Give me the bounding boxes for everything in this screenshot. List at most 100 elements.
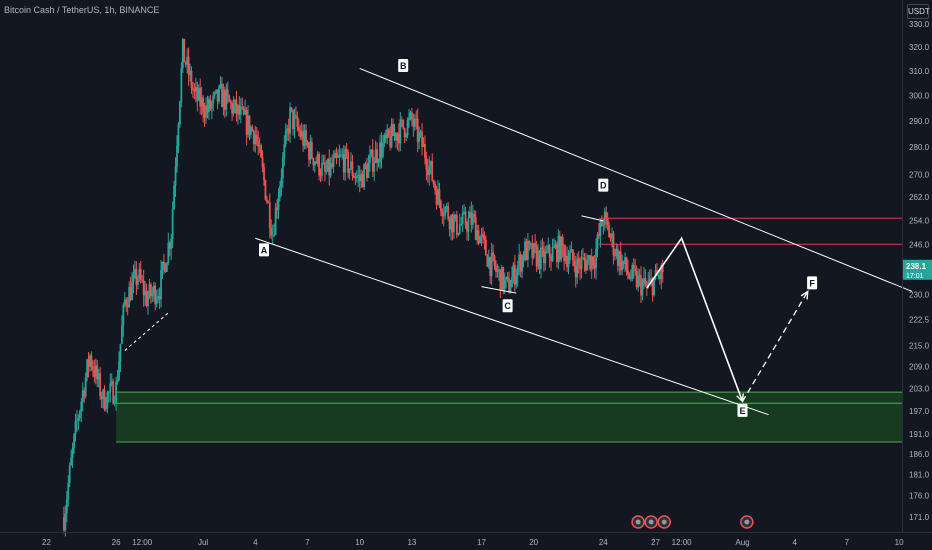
time-tick-label: 26 bbox=[112, 538, 121, 547]
candle-body bbox=[535, 246, 538, 267]
candle-body bbox=[160, 270, 162, 300]
candle-body bbox=[93, 369, 96, 378]
candle-body bbox=[73, 434, 75, 448]
candle-body bbox=[615, 248, 618, 256]
candle-body bbox=[245, 110, 248, 135]
candle-body bbox=[515, 275, 518, 285]
candle-body bbox=[373, 162, 376, 172]
candle-body bbox=[128, 286, 131, 308]
time-axis[interactable]: 22 26 12:00 Jul 4 7 10 13 17 20 24 27 12:00 Aug 4 7 10 bbox=[42, 538, 904, 547]
candle-body bbox=[638, 275, 641, 277]
candle-body bbox=[451, 214, 454, 233]
candle-body bbox=[279, 186, 281, 198]
candle-body bbox=[99, 373, 102, 397]
candle-body bbox=[194, 87, 197, 92]
candle-body bbox=[392, 124, 394, 137]
candle-body bbox=[542, 248, 545, 264]
candle-body bbox=[242, 107, 245, 115]
candle-body bbox=[455, 214, 458, 235]
candle-body bbox=[393, 132, 396, 137]
lower-channel-line bbox=[255, 237, 769, 416]
candle-body bbox=[364, 164, 367, 167]
price-tick-label: 262.0 bbox=[909, 193, 930, 202]
candle-body bbox=[277, 197, 280, 210]
candle-body bbox=[318, 154, 320, 176]
candle-body bbox=[208, 99, 210, 113]
candle-body bbox=[374, 149, 377, 163]
candle-body bbox=[335, 153, 338, 158]
candle-body bbox=[464, 211, 467, 226]
candle-body bbox=[440, 200, 442, 212]
candle-body bbox=[255, 134, 258, 142]
candle-body bbox=[635, 270, 638, 288]
candle-body bbox=[493, 255, 496, 266]
point-labels-layer: A B C D E F bbox=[259, 59, 818, 417]
candle-body bbox=[454, 214, 457, 219]
candle-body bbox=[650, 278, 653, 280]
candle-body bbox=[477, 230, 480, 244]
candle-body bbox=[338, 155, 341, 158]
candle-body bbox=[296, 116, 299, 128]
projection-dashed-arrowhead bbox=[800, 290, 809, 300]
point-label-a: A bbox=[261, 245, 268, 255]
candle-body bbox=[273, 234, 276, 236]
point-label-d: D bbox=[600, 181, 607, 191]
candle-body bbox=[142, 280, 145, 296]
candle-body bbox=[529, 243, 532, 245]
time-tick-label: 13 bbox=[407, 538, 416, 547]
candle-body bbox=[241, 107, 244, 109]
candle-body bbox=[163, 261, 165, 265]
candle-body bbox=[342, 154, 345, 173]
price-axis[interactable]: 330.0 320.0 310.0 300.0 290.0 280.0 270.0 262.0… bbox=[909, 20, 930, 522]
candle-body bbox=[632, 264, 635, 269]
candle-body bbox=[321, 163, 323, 176]
candle-body bbox=[89, 355, 91, 368]
candle-body bbox=[118, 361, 120, 381]
candle-body bbox=[80, 401, 83, 412]
candle-body bbox=[354, 177, 357, 179]
candle-body bbox=[368, 155, 371, 163]
demand-zone-layer bbox=[116, 391, 903, 443]
candle-body bbox=[302, 131, 305, 146]
time-tick-label: 4 bbox=[253, 538, 258, 547]
candle-body bbox=[337, 157, 339, 159]
candle-body bbox=[64, 513, 67, 531]
candle-body bbox=[293, 115, 296, 129]
price-tick-label: 320.0 bbox=[909, 43, 930, 52]
candle-body bbox=[289, 107, 291, 134]
time-tick-label: 10 bbox=[895, 538, 904, 547]
candle-body bbox=[554, 244, 557, 247]
candle-body bbox=[190, 70, 193, 89]
candle-body bbox=[147, 296, 149, 306]
candle-body bbox=[637, 275, 639, 288]
candle-body bbox=[580, 258, 583, 270]
candle-body bbox=[284, 130, 287, 145]
candle-body bbox=[487, 257, 490, 267]
price-tick-label: 230.0 bbox=[909, 291, 930, 300]
currency-button[interactable]: USDT bbox=[907, 4, 930, 19]
last-price-badge: 238.1 17:01 bbox=[903, 259, 932, 280]
candle-body bbox=[223, 90, 226, 110]
candle-body bbox=[103, 389, 106, 410]
candle-body bbox=[448, 218, 451, 230]
candle-body bbox=[203, 113, 206, 118]
candle-body bbox=[629, 278, 632, 280]
candle-body bbox=[171, 209, 174, 239]
candle-body bbox=[614, 255, 616, 257]
candle-body bbox=[225, 89, 228, 110]
candle-body bbox=[274, 207, 277, 235]
projection-arrowhead bbox=[736, 393, 744, 403]
candle-body bbox=[640, 275, 642, 296]
candle-body bbox=[252, 130, 255, 145]
candle-body bbox=[434, 184, 436, 191]
candle-body bbox=[592, 256, 595, 266]
candle-body bbox=[112, 381, 115, 404]
candle-body bbox=[237, 105, 239, 115]
candle-body bbox=[196, 87, 199, 101]
candle-body bbox=[534, 243, 537, 247]
candle-body bbox=[315, 161, 318, 164]
point-label-box bbox=[807, 276, 818, 290]
candle-body bbox=[467, 218, 470, 232]
candle-body bbox=[609, 237, 612, 239]
